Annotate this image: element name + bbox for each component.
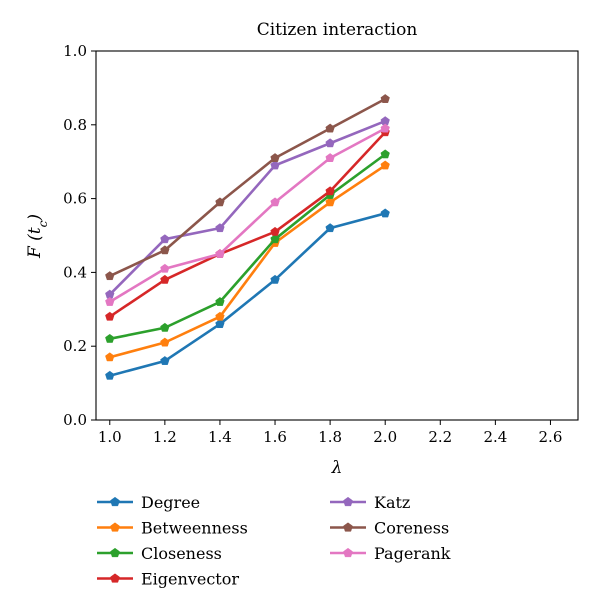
series-group: [105, 94, 390, 380]
data-point: [215, 319, 225, 329]
legend-marker: [343, 547, 353, 558]
data-point: [270, 234, 280, 244]
data-point: [105, 271, 115, 281]
x-tick-label: 2.4: [483, 428, 507, 446]
legend-label: Closeness: [141, 544, 222, 563]
x-tick-label: 2.6: [539, 428, 563, 446]
legend-item: Pagerank: [330, 544, 451, 563]
x-tick-label: 1.8: [318, 428, 342, 446]
series-line: [109, 153, 386, 341]
y-axis-label-main: F (t: [25, 227, 45, 259]
y-tick-label: 1.0: [63, 42, 87, 60]
x-axis: 1.0 1.2 1.4 1.6 1.8 2.0 2.2 2.4 2.6: [98, 420, 563, 446]
legend-item: Closeness: [97, 544, 222, 563]
legend-label: Coreness: [374, 519, 449, 538]
data-point: [105, 311, 115, 321]
data-point: [160, 322, 170, 332]
series-pagerank: [105, 123, 390, 306]
data-point: [215, 297, 225, 306]
legend-label: Eigenvector: [141, 570, 239, 589]
data-point: [215, 311, 225, 321]
legend-marker: [343, 522, 353, 532]
legend-marker: [110, 573, 120, 583]
series-katz: [105, 116, 390, 299]
series-line: [108, 119, 386, 296]
legend-label: Katz: [374, 493, 410, 512]
series-coreness: [105, 94, 390, 281]
data-point: [325, 138, 335, 148]
data-point: [105, 297, 115, 306]
x-axis-label: λ: [331, 458, 343, 478]
chart-title: Citizen interaction: [257, 20, 418, 40]
y-tick-label: 0.0: [63, 411, 87, 429]
plot-area: [95, 50, 579, 421]
data-point: [270, 274, 280, 284]
data-point: [270, 197, 280, 207]
x-tick-label: 2.2: [428, 428, 452, 446]
data-point: [325, 153, 335, 162]
y-tick-label: 0.8: [63, 116, 87, 134]
legend-item: Degree: [97, 493, 200, 512]
legend-marker: [110, 496, 120, 507]
series-line: [109, 212, 386, 377]
series-line: [109, 131, 387, 318]
x-tick-label: 1.4: [208, 428, 232, 446]
x-tick-label: 1.2: [153, 428, 177, 446]
data-point: [380, 123, 390, 133]
y-axis-label: F (tc): [25, 214, 50, 259]
y-tick-label: 0.2: [63, 337, 87, 355]
data-point: [325, 186, 335, 196]
data-point: [215, 197, 225, 207]
data-point: [380, 149, 390, 159]
legend: Degree Betweenness Closeness Eigenvector Kat…: [97, 493, 451, 589]
series-closeness: [105, 149, 390, 343]
y-tick-label: 0.6: [63, 190, 87, 208]
data-point: [325, 197, 335, 207]
y-axis-label-subscript: c: [36, 220, 50, 227]
y-tick-label: 0.4: [63, 263, 87, 281]
data-point: [160, 337, 170, 347]
legend-item: Coreness: [330, 519, 449, 538]
data-point: [215, 223, 225, 233]
legend-label: Pagerank: [374, 544, 451, 563]
data-point: [215, 249, 225, 258]
data-point: [380, 160, 390, 170]
x-tick-label: 1.6: [263, 428, 287, 446]
series-line: [109, 164, 386, 359]
data-point: [160, 263, 170, 273]
data-point: [325, 123, 335, 133]
data-point: [270, 226, 280, 236]
data-point: [160, 234, 170, 244]
series-degree: [105, 208, 390, 380]
x-tick-label: 2.0: [373, 428, 397, 446]
series-line: [109, 97, 386, 278]
data-point: [105, 352, 115, 362]
plot-frame: [95, 50, 579, 421]
series-betweenness: [105, 160, 390, 362]
data-point: [325, 223, 335, 233]
data-point: [160, 274, 170, 284]
y-axis: 0.0 0.2 0.4 0.6 0.8 1.0: [63, 42, 96, 429]
y-axis-label-close: ): [25, 214, 45, 222]
data-point: [380, 94, 390, 103]
data-point: [160, 356, 170, 365]
legend-label: Degree: [141, 493, 200, 512]
legend-item: Eigenvector: [97, 570, 239, 589]
data-point: [105, 370, 115, 380]
data-point: [105, 333, 115, 343]
legend-item: Katz: [330, 493, 410, 512]
data-point: [270, 153, 280, 162]
legend-marker: [110, 547, 120, 558]
legend-marker: [343, 496, 353, 507]
data-point: [380, 208, 390, 218]
legend-item: Betweenness: [97, 519, 248, 538]
data-point: [270, 160, 280, 170]
x-tick-label: 1.0: [98, 428, 122, 446]
legend-marker: [110, 522, 120, 532]
legend-label: Betweenness: [141, 519, 248, 538]
series-line: [109, 127, 386, 304]
data-point: [160, 245, 170, 255]
